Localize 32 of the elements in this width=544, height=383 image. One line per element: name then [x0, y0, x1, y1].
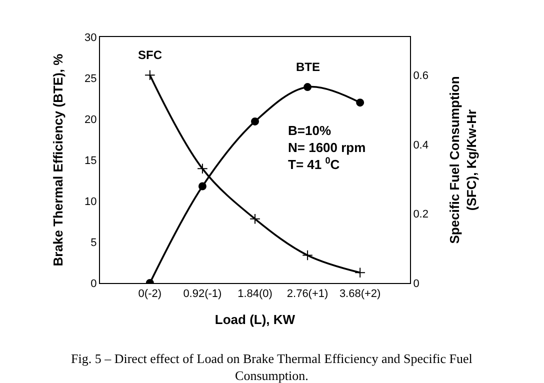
point: [198, 182, 206, 190]
x-axis-title: Load (L), KW: [214, 312, 296, 327]
x-tick-label: 0.92(-1): [183, 288, 222, 300]
point: [144, 70, 156, 81]
y2-axis-title: Specific Fuel Consumption (SFC), Kg/Kw-Hr: [447, 76, 479, 244]
y-tick-label: 25: [84, 72, 97, 85]
point: [304, 83, 312, 92]
point: [251, 117, 259, 126]
annotation: B=10% N= 1600 rpm T= 41 $^{0}$C: [288, 123, 366, 172]
y2-tick-label: 0: [413, 278, 420, 290]
point: [197, 163, 208, 174]
point: [356, 98, 364, 107]
y-tick-label: 0: [90, 278, 97, 290]
series-label: SFC: [138, 48, 162, 62]
y-tick-label: 30: [84, 32, 97, 44]
x-tick-label: 1.84(0): [238, 288, 272, 300]
y-tick-label: 5: [90, 236, 97, 249]
point: [250, 214, 260, 224]
point: [354, 267, 366, 278]
y-axis-title: Brake Thermal Efficiency (BTE), %: [50, 53, 66, 266]
y-tick-label: 15: [84, 154, 97, 167]
series-label: BTE: [296, 60, 320, 74]
x-tick-label: 3.68(+2): [339, 288, 381, 300]
y-tick-label: 10: [84, 196, 97, 208]
point: [302, 250, 313, 261]
x-tick-label: 0(-2): [138, 288, 162, 300]
y-tick-label: 20: [84, 114, 97, 126]
y2-tick-label: 0.4: [413, 139, 428, 152]
caption: Fig. 5 – Direct effect of Load on Brake Thermal Efficiency and Specific Fuel Consumption.: [71, 351, 473, 383]
y2-tick-label: 0.6: [413, 70, 428, 82]
x-tick-label: 2.76(+1): [286, 288, 328, 300]
y2-tick-label: 0.2: [413, 208, 428, 221]
